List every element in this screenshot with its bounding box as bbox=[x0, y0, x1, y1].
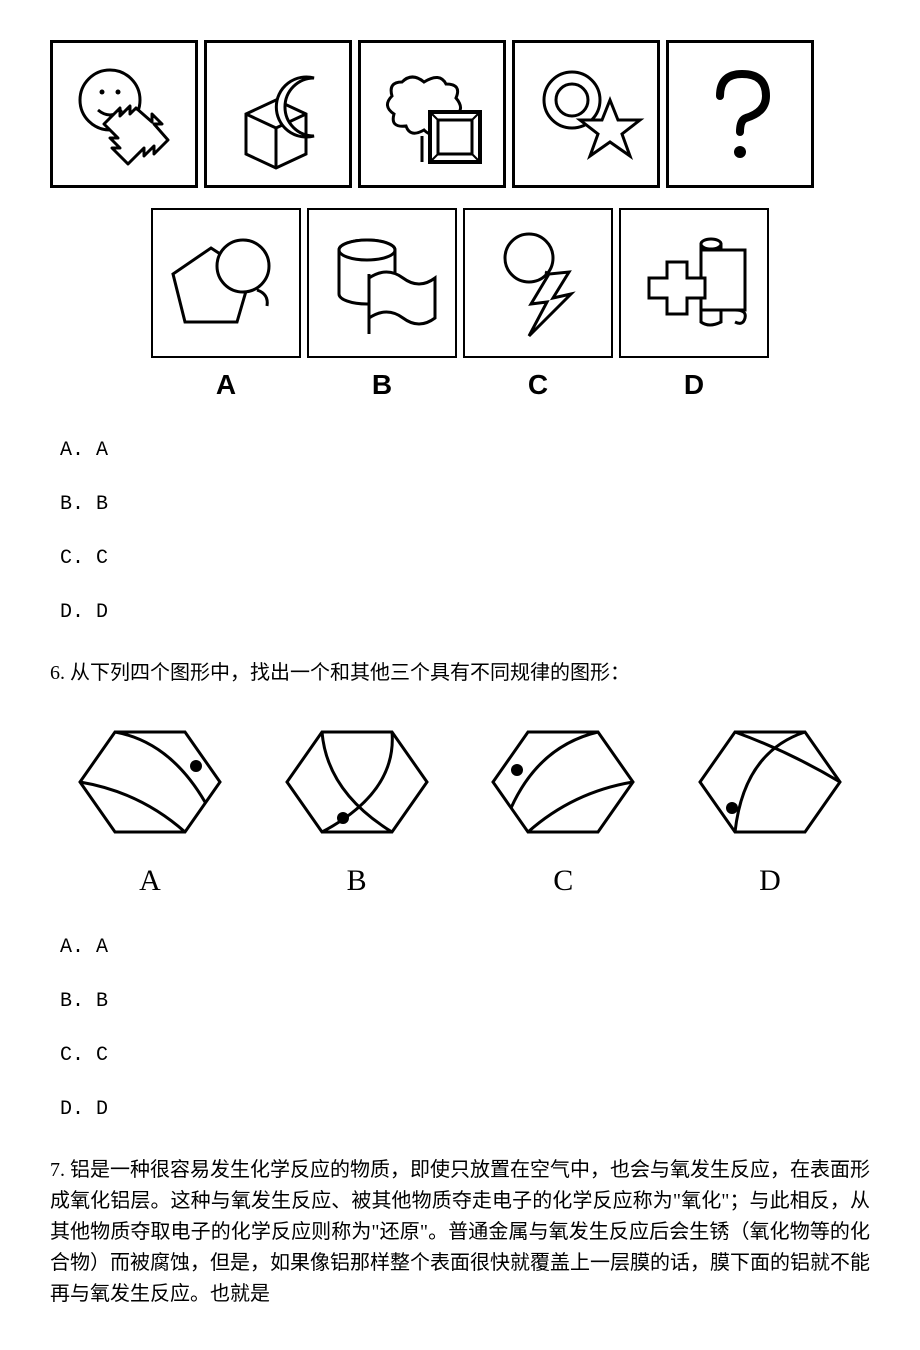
q5-option-a[interactable]: A. A bbox=[60, 436, 870, 466]
q5-option-d[interactable]: D. D bbox=[60, 598, 870, 628]
q6-label-a: A bbox=[139, 858, 161, 903]
q6-fig-a: A bbox=[60, 712, 240, 903]
q6-fig-d: D bbox=[680, 712, 860, 903]
choice-label-d: D bbox=[684, 364, 704, 406]
seq-box-4 bbox=[512, 40, 660, 188]
q5-option-c[interactable]: C. C bbox=[60, 544, 870, 574]
q5-choice-b: B bbox=[307, 208, 457, 406]
q6-option-a[interactable]: A. A bbox=[60, 933, 870, 963]
seq-box-3 bbox=[358, 40, 506, 188]
choice-label-b: B bbox=[372, 364, 392, 406]
q5-choices-row: A B C bbox=[50, 208, 870, 406]
q5-choice-a: A bbox=[151, 208, 301, 406]
seq-box-1 bbox=[50, 40, 198, 188]
q5-option-b[interactable]: B. B bbox=[60, 490, 870, 520]
seq-box-question bbox=[666, 40, 814, 188]
seq-box-2 bbox=[204, 40, 352, 188]
q6-figures-row: A B C D bbox=[60, 712, 860, 903]
q6-label-b: B bbox=[347, 858, 367, 903]
q6-prompt: 6. 从下列四个图形中，找出一个和其他三个具有不同规律的图形： bbox=[50, 658, 870, 688]
q6-option-d[interactable]: D. D bbox=[60, 1095, 870, 1125]
q6-option-c[interactable]: C. C bbox=[60, 1041, 870, 1071]
choice-label-c: C bbox=[528, 364, 548, 406]
q6-label-d: D bbox=[759, 858, 781, 903]
choice-label-a: A bbox=[216, 364, 236, 406]
q6-label-c: C bbox=[553, 858, 573, 903]
q5-options: A. A B. B C. C D. D bbox=[60, 436, 870, 628]
q5-sequence-row bbox=[50, 40, 870, 188]
q6-fig-c: C bbox=[473, 712, 653, 903]
q6-fig-b: B bbox=[267, 712, 447, 903]
q5-choice-c: C bbox=[463, 208, 613, 406]
q5-choice-d: D bbox=[619, 208, 769, 406]
q6-options: A. A B. B C. C D. D bbox=[60, 933, 870, 1125]
q7-passage: 7. 铝是一种很容易发生化学反应的物质，即使只放置在空气中，也会与氧发生反应，在… bbox=[50, 1155, 870, 1310]
q6-option-b[interactable]: B. B bbox=[60, 987, 870, 1017]
